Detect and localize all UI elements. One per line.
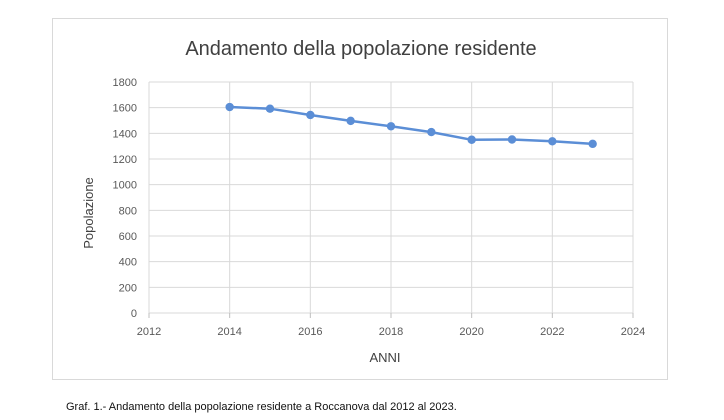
y-tick-label: 1800 (113, 77, 137, 89)
data-point (265, 104, 275, 113)
figure-caption: Graf. 1.- Andamento della popolazione re… (66, 401, 457, 413)
y-tick-label: 800 (119, 205, 137, 217)
axes: 0 200 400 600 800 1000 1200 1400 1600 1800 2012 201… (113, 77, 646, 338)
x-axis-label: ANNI (369, 350, 400, 365)
y-tick-label: 600 (119, 231, 137, 243)
x-tick-label: 2018 (379, 326, 403, 338)
y-tick-label: 1600 (113, 103, 137, 115)
gridlines (148, 81, 634, 314)
data-point (507, 135, 517, 144)
x-tick-label: 2016 (298, 326, 322, 338)
y-tick-label: 1200 (113, 154, 137, 166)
y-tick-label: 400 (119, 257, 137, 269)
series-line (229, 105, 593, 146)
y-tick-label: 1400 (113, 128, 137, 140)
chart-frame: 0 200 400 600 800 1000 1200 1400 1600 1800 2012 201… (52, 18, 668, 380)
y-tick-label: 1000 (113, 180, 137, 192)
data-point (588, 139, 597, 149)
x-tick-label: 2012 (137, 326, 161, 338)
population-line-chart: 0 200 400 600 800 1000 1200 1400 1600 1800 2012 201… (81, 38, 646, 365)
y-tick-label: 0 (131, 308, 137, 320)
data-series (225, 102, 597, 149)
data-point (386, 122, 396, 131)
data-point (225, 102, 234, 112)
y-tick-label: 200 (119, 282, 137, 294)
data-point (346, 116, 355, 126)
data-point (427, 127, 436, 137)
chart-title: Andamento della popolazione residente (185, 38, 536, 60)
x-tick-label: 2022 (540, 326, 564, 338)
data-point (306, 110, 315, 120)
x-tick-label: 2024 (621, 326, 645, 338)
x-tick-label: 2014 (217, 326, 241, 338)
data-point (548, 137, 557, 146)
y-axis-label: Popolazione (81, 177, 96, 249)
x-tick-label: 2020 (459, 326, 483, 338)
data-point (467, 135, 476, 144)
